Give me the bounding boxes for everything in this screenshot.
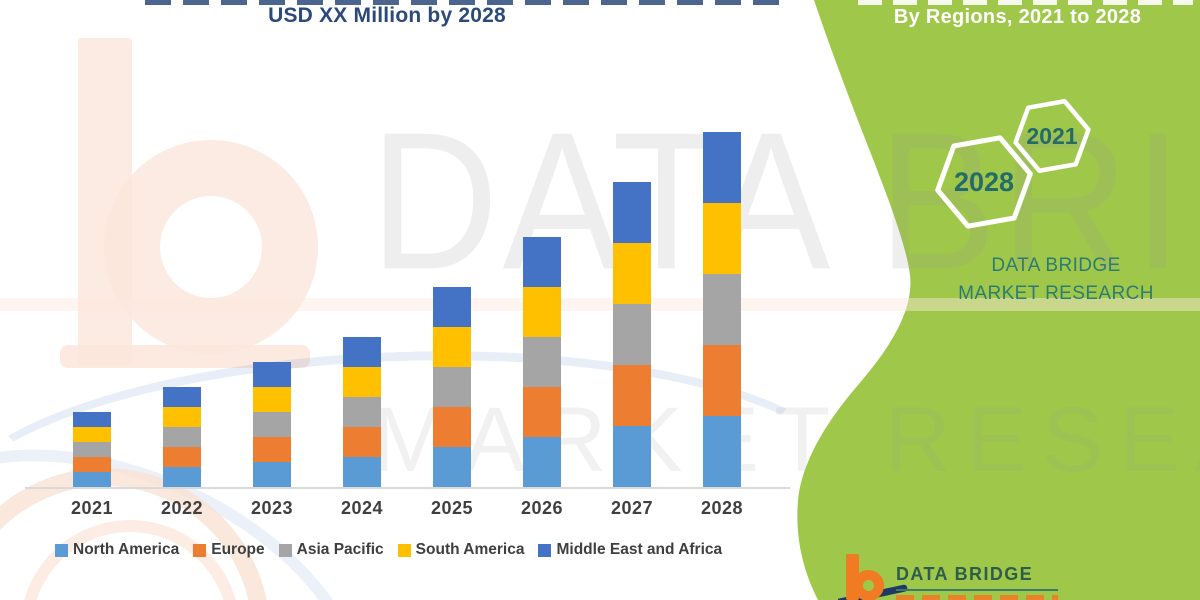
legend-swatch-icon [397,543,411,557]
bar-segment-south-america [253,387,291,412]
footer-logo-underline [896,589,1058,591]
bar-segment-north-america [433,447,471,487]
stacked-bar-2022 [163,387,201,487]
legend-label: South America [415,541,525,558]
bar-segment-asia-pacific [73,442,111,457]
bar-segment-asia-pacific [433,367,471,407]
x-axis-label: 2024 [340,498,384,518]
legend-label: Asia Pacific [296,541,384,558]
footer-logo-subtext-clipped [896,595,1058,600]
legend-swatch-icon [55,543,68,557]
stacked-bar-2026 [523,237,561,487]
bar-segment-asia-pacific [343,397,381,427]
bar-segment-south-america [523,287,561,337]
chart-title: USD XX Million by 2028 [268,4,506,27]
bar-segment-europe [343,427,381,457]
logo-b-bowl-icon [853,570,884,600]
bar-segment-north-america [73,472,111,487]
clipped-title-line-left [145,0,785,5]
bar-segment-middle-east-and-africa [523,237,561,287]
legend-swatch-icon [278,543,292,557]
legend-item: Europe [193,541,265,559]
stacked-bar-2023 [253,362,291,487]
stacked-bar-2021 [73,412,111,487]
bar-segment-asia-pacific [523,337,561,387]
legend-item: South America [397,541,525,559]
bar-segment-north-america [613,426,651,487]
bar-segment-europe [433,407,471,447]
bar-segment-europe [523,387,561,437]
bar-segment-middle-east-and-africa [253,362,291,387]
bar-segment-north-america [253,462,291,487]
bar-segment-south-america [433,327,471,367]
legend-item: North America [55,541,179,559]
bar-segment-europe [253,437,291,462]
x-axis-label: 2021 [70,498,114,518]
x-axis-label: 2027 [610,498,654,518]
databridge-logo-icon [838,554,908,600]
footer-logo: DATA BRIDGE [838,552,1168,600]
x-axis-line [25,487,790,489]
chart-legend: North America Europe Asia Pacific South Ame… [55,541,722,559]
stacked-bar-2024 [343,337,381,487]
legend-item: Asia Pacific [278,541,384,559]
x-axis-label: 2025 [430,498,474,518]
bar-segment-asia-pacific [253,412,291,437]
bar-segment-middle-east-and-africa [163,387,201,407]
legend-item: Middle East and Africa [538,541,722,559]
bar-segment-asia-pacific [703,274,741,345]
x-axis-label: 2028 [700,498,744,518]
bar-segment-north-america [163,467,201,487]
stacked-bar-2028 [703,132,741,487]
legend-swatch-icon [193,543,207,557]
legend-label: Europe [211,541,265,558]
bar-segment-asia-pacific [613,304,651,365]
x-axis-label: 2022 [160,498,204,518]
bar-segment-europe [73,457,111,472]
bar-segment-europe [703,345,741,416]
bar-segment-north-america [343,457,381,487]
bar-segment-south-america [613,243,651,304]
bar-segment-europe [613,365,651,426]
legend-label: Middle East and Africa [556,541,723,558]
x-axis-label: 2023 [250,498,294,518]
stacked-bar-2027 [613,182,651,487]
bar-segment-south-america [703,203,741,274]
bar-segment-middle-east-and-africa [703,132,741,203]
bar-segment-north-america [703,416,741,487]
bar-segment-middle-east-and-africa [73,412,111,427]
clipped-title-line-right [858,0,1193,5]
bar-segment-europe [163,447,201,467]
footer-logo-text: DATA BRIDGE [896,564,1034,584]
x-axis-label: 2026 [520,498,564,518]
stacked-bar-2025 [433,287,471,487]
bar-segment-south-america [343,367,381,397]
bar-segment-south-america [73,427,111,442]
bar-segment-middle-east-and-africa [433,287,471,327]
panel-heading: By Regions, 2021 to 2028 [893,6,1142,28]
bar-segment-north-america [523,437,561,487]
legend-label: North America [73,541,180,558]
bar-segment-middle-east-and-africa [613,182,651,243]
brand-name: DATA BRIDGE MARKET RESEARCH [958,255,1154,304]
bar-segment-south-america [163,407,201,427]
legend-swatch-icon [538,543,552,557]
bar-segment-asia-pacific [163,427,201,447]
bar-segment-middle-east-and-africa [343,337,381,367]
